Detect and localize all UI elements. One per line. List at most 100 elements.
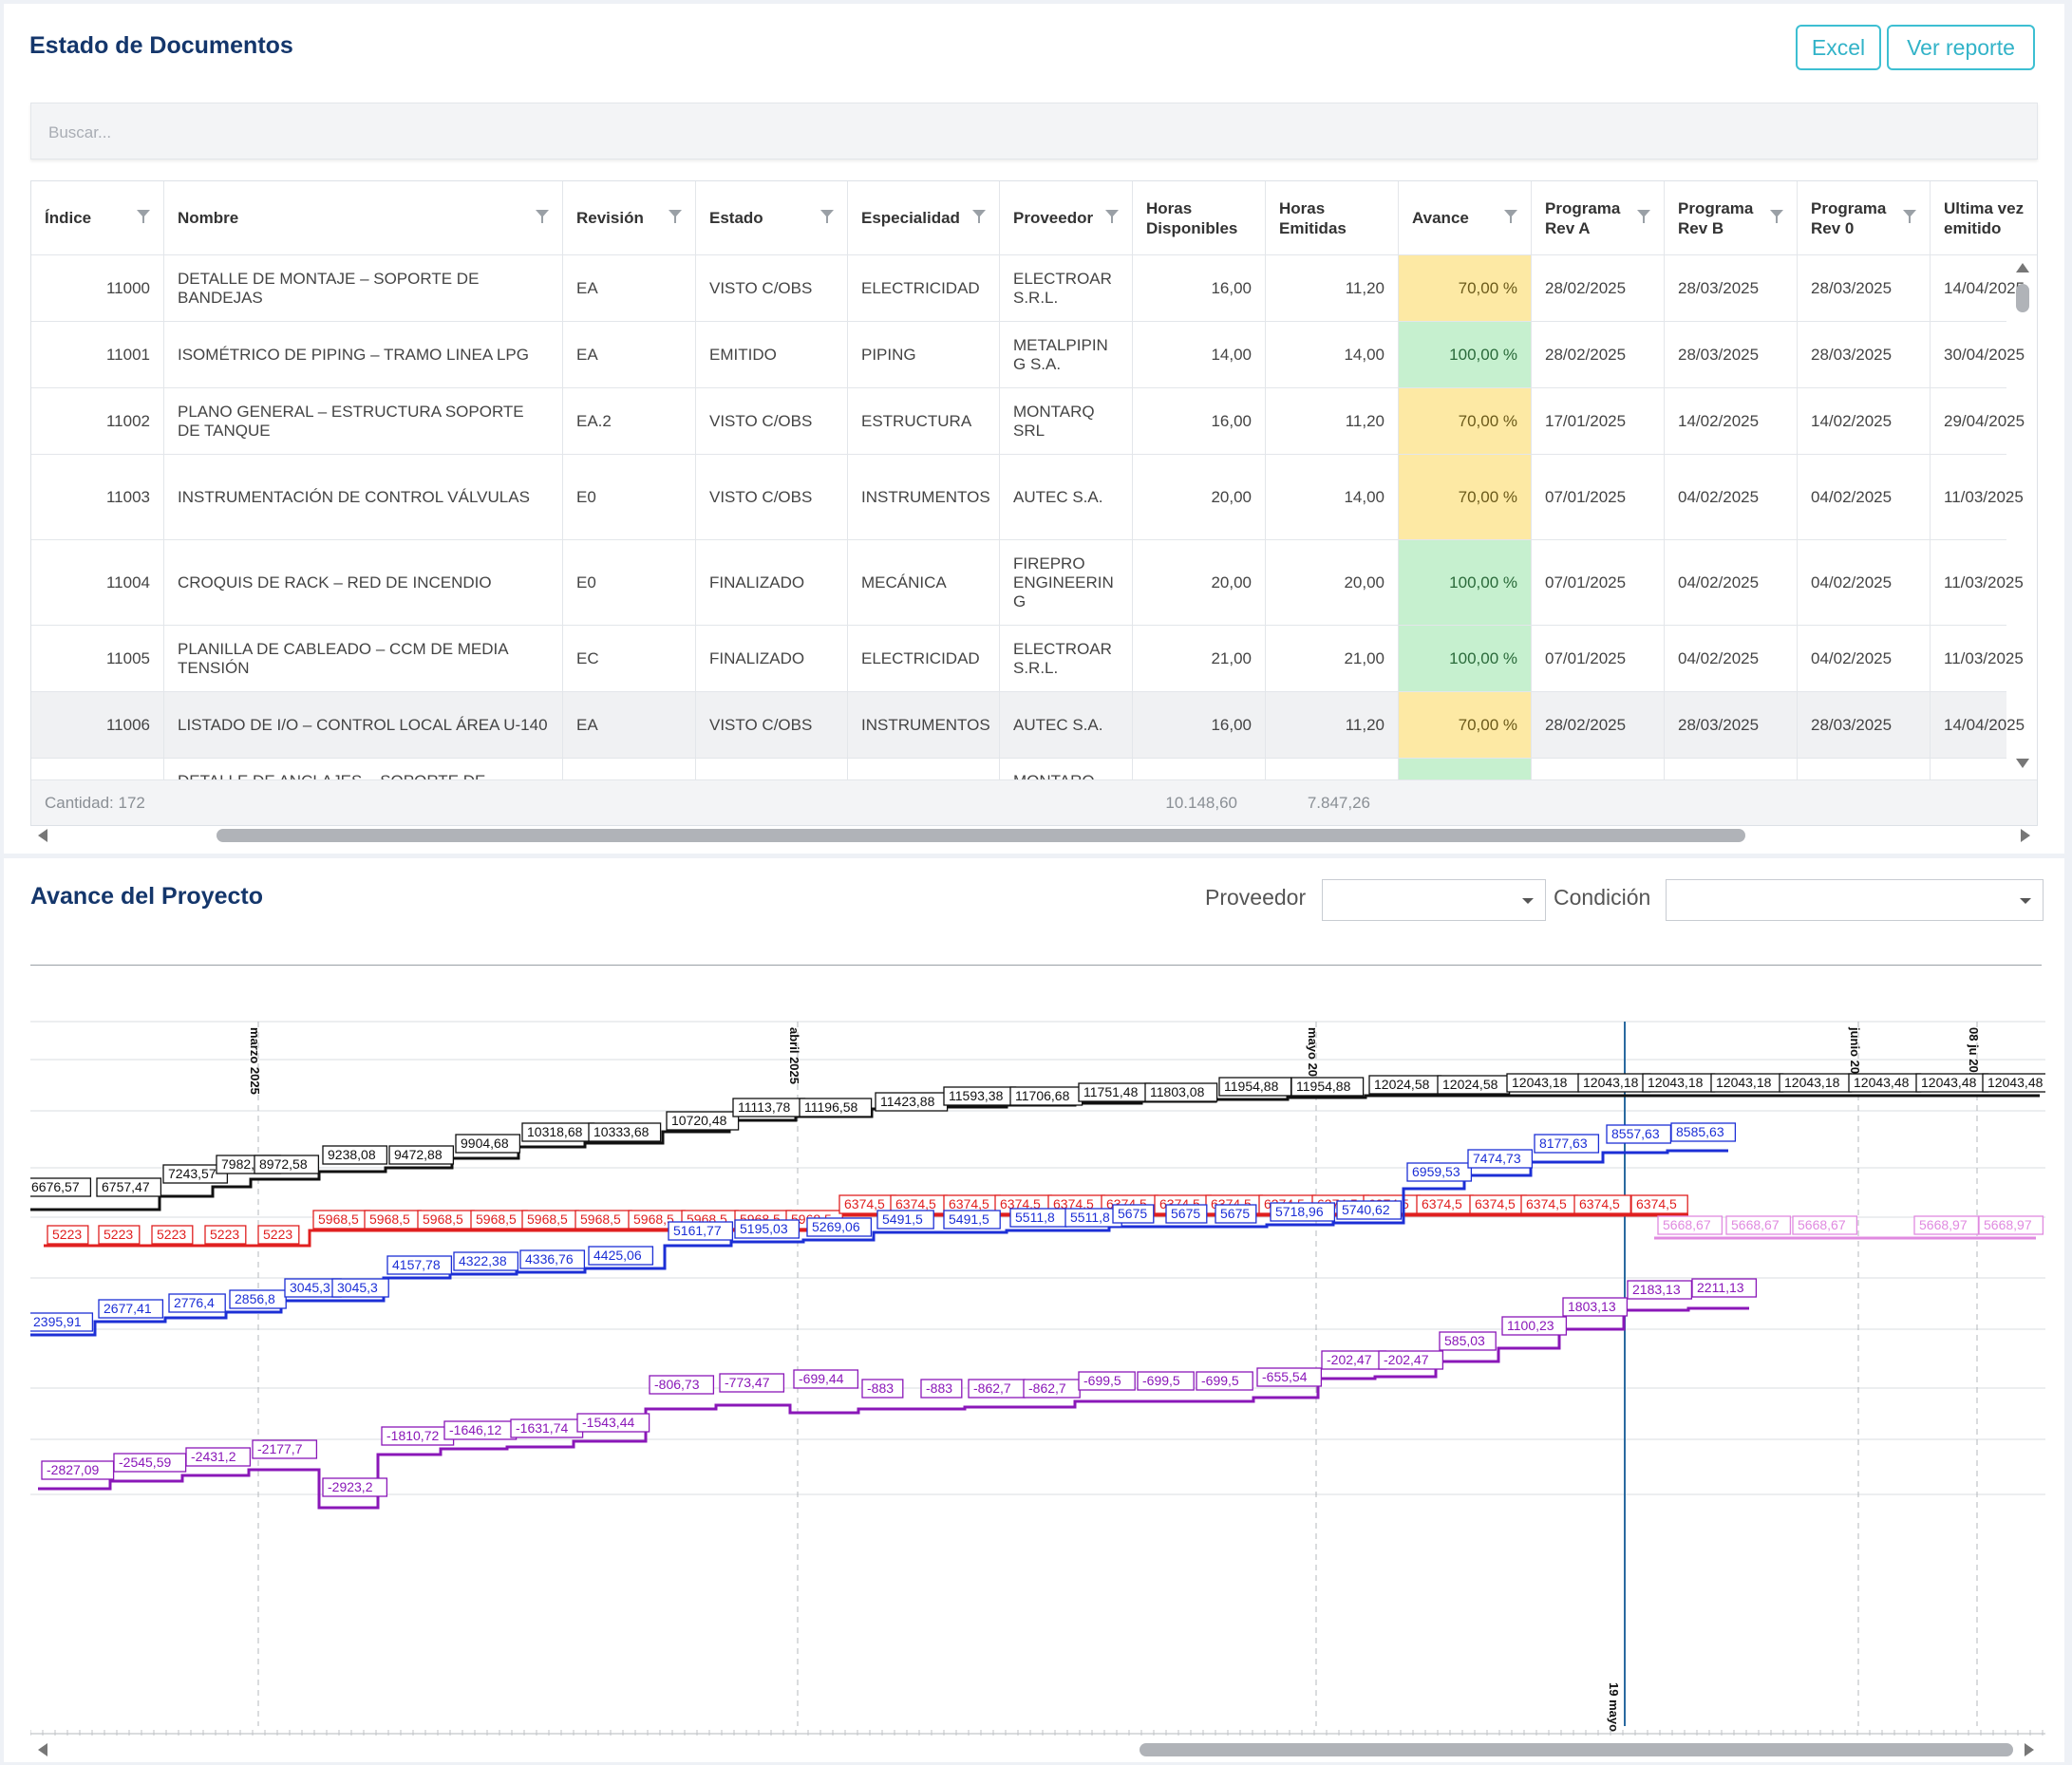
table-cell-12: 29/04/2025 [1931,388,2037,454]
filter-icon[interactable] [137,210,150,223]
cell-text: EA.2 [576,411,612,430]
chart-scroll-thumb[interactable] [1140,1743,2013,1756]
scroll-left-icon[interactable] [38,1743,47,1756]
data-label: -2431,2 [191,1449,236,1464]
table-cell-4: PIPING [848,322,1000,387]
excel-button[interactable]: Excel [1796,25,1881,70]
table-cell-3: VISTO C/OBS [696,255,848,321]
table-cell-11: 14/02/2025 [1798,388,1931,454]
data-label: 11954,88 [1224,1079,1279,1094]
data-label-box [1196,1371,1253,1391]
data-label: 12043,48 [1987,1075,2044,1090]
column-header-label: Programa Rev A [1545,198,1621,237]
table-cell-4: INSTRUMENTOS [848,692,1000,758]
table-cell-8: 100,00 % [1399,626,1532,691]
cell-text: 28/03/2025 [1678,278,1760,297]
data-label: -2923,2 [328,1479,373,1494]
data-label: 6757,47 [102,1179,150,1194]
table-cell-5: ELECTROAR S.R.L. [1000,255,1133,321]
column-header-2[interactable]: Revisión [563,181,696,255]
column-header-11[interactable]: Programa Rev 0 [1798,181,1931,255]
data-label: 4322,38 [459,1253,507,1268]
table-cell-2: EA [563,255,696,321]
data-label-box [734,1219,801,1239]
column-header-4[interactable]: Especialidad [848,181,1000,255]
column-header-0[interactable]: Índice [31,181,164,255]
search-input[interactable]: Buscar... [30,103,2038,160]
data-label-box [519,1249,586,1269]
data-label-box [668,1221,734,1241]
cell-text: EA [576,278,598,297]
data-label-box [666,1111,740,1131]
table-row[interactable]: 11001 ISOMÉTRICO DE PIPING – TRAMO LINEA … [31,322,2025,388]
cell-text: 21,00 [1211,648,1252,667]
cell-text: 14/04/2025 [1944,278,2025,297]
data-label: 3045,3 [337,1280,378,1295]
cell-text: 28/02/2025 [1545,715,1627,734]
column-header-12[interactable]: Ultima vez emitido [1931,181,2037,255]
scroll-right-icon[interactable] [2021,829,2030,842]
column-header-8[interactable]: Avance [1399,181,1532,255]
filter-icon[interactable] [972,210,986,223]
table-cell-0: 11005 [31,626,164,691]
filter-icon[interactable] [1105,210,1119,223]
chart-horizontal-scrollbar[interactable] [30,1741,2042,1758]
table-row[interactable]: 11004 CROQUIS DE RACK – RED DE INCENDIO E0… [31,540,2024,626]
column-header-9[interactable]: Programa Rev A [1532,181,1665,255]
column-header-6[interactable]: Horas Disponibles [1133,181,1266,255]
horizontal-scroll-thumb[interactable] [217,829,1745,842]
data-label-box [1256,1367,1323,1387]
data-label: 6374,5 [1526,1196,1567,1211]
column-header-5[interactable]: Proveedor [1000,181,1133,255]
report-button[interactable]: Ver reporte [1887,25,2035,70]
column-header-3[interactable]: Estado [696,181,848,255]
cell-text: 28/03/2025 [1678,345,1760,364]
row-count: Cantidad: 172 [45,794,145,812]
table-horizontal-scrollbar[interactable] [30,826,2038,843]
filter-icon[interactable] [820,210,834,223]
data-label-box [1573,1194,1631,1214]
cell-text: INSTRUMENTOS [861,487,990,506]
data-label: 8585,63 [1676,1124,1724,1139]
data-label: -862,7 [973,1380,1011,1396]
scroll-right-icon[interactable] [2025,1743,2034,1756]
data-label-box [588,1122,662,1142]
filter-icon[interactable] [1504,210,1517,223]
scroll-down-icon[interactable] [2016,759,2029,768]
cell-text: MONTARQ SRL [1013,402,1095,440]
data-label: 11593,38 [949,1088,1004,1103]
provider-select[interactable] [1322,879,1546,921]
filter-icon[interactable] [1770,210,1783,223]
column-header-1[interactable]: Nombre [164,181,563,255]
condition-select[interactable] [1666,879,2044,921]
table-cell-0: 11004 [31,540,164,625]
table-cell-4: ESTRUCTURA [848,388,1000,454]
filter-icon[interactable] [1637,210,1650,223]
table-row[interactable]: 11005 PLANILLA DE CABLEADO – CCM DE MEDIA… [31,626,2024,692]
data-label: 2776,4 [174,1295,215,1310]
filter-icon[interactable] [669,210,682,223]
table-cell-3: VISTO C/OBS [696,455,848,539]
table-row[interactable]: 11000 DETALLE DE MONTAJE – SOPORTE DE BAN… [31,255,2025,322]
scroll-up-icon[interactable] [2016,263,2029,272]
cell-text: E0 [576,487,596,506]
data-label-box [30,1312,94,1332]
data-label: 5511,8 [1015,1210,1055,1225]
column-header-7[interactable]: Horas Emitidas [1266,181,1399,255]
table-cell-6: 14,00 [1133,322,1266,387]
table-row[interactable]: 11006 LISTADO DE I/O – CONTROL LOCAL ÁREA… [31,692,2025,759]
table-row[interactable]: 11002 PLANO GENERAL – ESTRUCTURA SOPORTE … [31,388,2025,455]
vertical-scroll-thumb[interactable] [2016,284,2029,312]
table-row[interactable]: 11003 INSTRUMENTACIÓN DE CONTROL VÁLVULAS… [31,455,2024,540]
data-label: -1810,72 [386,1428,439,1443]
filter-icon[interactable] [536,210,549,223]
cell-text: INSTRUMENTOS [861,715,990,734]
data-label: 8177,63 [1539,1136,1588,1151]
column-header-10[interactable]: Programa Rev B [1665,181,1798,255]
cell-text: AUTEC S.A. [1013,715,1103,734]
scroll-left-icon[interactable] [38,829,47,842]
filter-icon[interactable] [1903,210,1916,223]
data-label-box [943,1210,1001,1230]
data-label-box [252,1439,318,1459]
table-vertical-scrollbar[interactable] [2008,257,2035,778]
